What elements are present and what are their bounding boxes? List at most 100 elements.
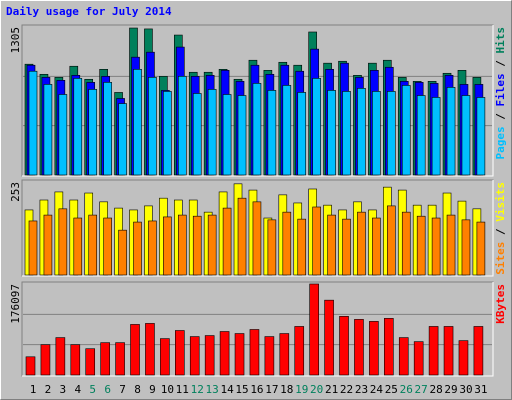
bar <box>473 326 484 376</box>
bar <box>25 356 36 376</box>
bar <box>413 341 424 376</box>
x-tick-label: 27 <box>415 383 428 396</box>
x-tick-label: 2 <box>45 383 52 396</box>
plot-bevel <box>22 282 494 377</box>
bar <box>148 220 157 276</box>
bar <box>43 84 53 176</box>
x-tick-label: 5 <box>89 383 96 396</box>
bar <box>103 217 112 276</box>
x-tick-label: 22 <box>340 383 353 396</box>
bar <box>372 217 381 276</box>
bar <box>401 211 411 276</box>
bar <box>369 321 379 376</box>
legend: Pages / Files / Hits <box>494 27 507 160</box>
bar <box>428 326 439 376</box>
bar <box>192 93 202 176</box>
bar <box>416 215 426 276</box>
bar <box>178 76 187 176</box>
bar <box>207 89 217 176</box>
bar <box>339 316 349 376</box>
bar <box>189 336 200 376</box>
bar <box>252 83 262 176</box>
legend: Sites / Visits <box>494 182 507 275</box>
bar <box>458 340 469 376</box>
x-tick-label: 11 <box>176 383 189 396</box>
bar <box>133 221 142 276</box>
bar <box>249 329 260 376</box>
x-tick-label: 20 <box>310 383 323 396</box>
x-tick-label: 4 <box>74 383 81 396</box>
x-tick-label: 14 <box>220 383 234 396</box>
bar <box>175 330 185 376</box>
bar <box>100 342 110 376</box>
bar <box>133 69 142 176</box>
bar <box>387 205 396 276</box>
bar <box>148 77 157 176</box>
bar <box>219 331 230 376</box>
x-tick-label: 7 <box>119 383 126 396</box>
bar <box>372 91 381 176</box>
bar <box>58 208 68 276</box>
x-tick-label: 26 <box>400 383 413 396</box>
bar <box>222 207 232 276</box>
x-tick-label: 1 <box>30 383 37 396</box>
x-tick-label: 15 <box>235 383 248 396</box>
bar <box>297 92 307 176</box>
bar <box>70 344 81 376</box>
plot-bevel <box>22 25 494 177</box>
bar <box>297 218 307 276</box>
bar <box>401 85 411 176</box>
bar <box>237 95 247 176</box>
bar <box>294 326 305 376</box>
bar <box>58 94 68 176</box>
legend-separator: / <box>494 54 507 74</box>
bar <box>204 335 215 376</box>
bar <box>103 82 112 176</box>
y-tick-label: 253 <box>9 182 22 202</box>
x-tick-label: 23 <box>355 383 368 396</box>
bar <box>384 318 394 376</box>
y-tick-label: 1305 <box>9 27 22 54</box>
bar <box>88 214 98 276</box>
x-tick-label: 12 <box>191 383 204 396</box>
x-tick-label: 6 <box>104 383 111 396</box>
x-tick-label: 18 <box>280 383 293 396</box>
bar <box>73 217 83 276</box>
bar <box>85 348 96 376</box>
bar <box>40 344 51 376</box>
bar <box>115 342 125 376</box>
bar <box>130 324 140 376</box>
bar <box>446 214 456 276</box>
bar <box>118 229 127 276</box>
x-tick-label: 3 <box>60 383 67 396</box>
bar <box>282 211 292 276</box>
bar <box>192 215 202 276</box>
x-tick-label: 17 <box>265 383 278 396</box>
bar <box>431 217 441 276</box>
bar <box>267 90 277 176</box>
bar <box>387 91 396 176</box>
x-tick-label: 10 <box>161 383 174 396</box>
bar <box>163 91 172 176</box>
bar <box>222 94 232 176</box>
x-tick-label: 9 <box>149 383 156 396</box>
bar <box>237 197 247 276</box>
bar <box>207 214 217 276</box>
bar <box>309 283 319 376</box>
x-tick-label: 31 <box>474 383 487 396</box>
bar <box>312 78 321 176</box>
bar <box>252 201 262 276</box>
legend-entry: Visits <box>494 182 507 222</box>
bar <box>55 337 66 376</box>
bar <box>178 214 187 276</box>
x-tick-label: 25 <box>385 383 398 396</box>
legend-entry: Sites <box>494 242 507 275</box>
bar <box>327 214 336 276</box>
bar <box>282 85 292 176</box>
bar <box>264 336 275 376</box>
bar <box>28 220 38 276</box>
bar <box>461 95 471 176</box>
legend-entry: KBytes <box>494 284 507 324</box>
